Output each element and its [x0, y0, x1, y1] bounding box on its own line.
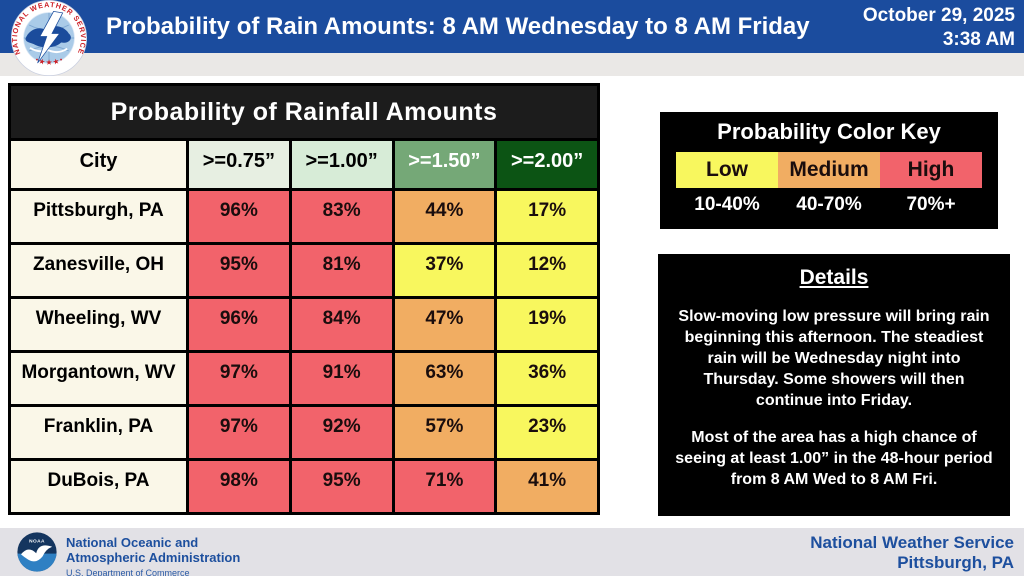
noaa-department: U.S. Department of Commerce: [66, 568, 190, 576]
color-key-ranges: 10-40% 40-70% 70%+: [676, 194, 982, 216]
city-cell: DuBois, PA: [11, 461, 186, 512]
noaa-logo-icon: NOAA: [17, 532, 57, 572]
probability-cell: 71%: [394, 461, 495, 512]
key-swatch-low: Low: [676, 152, 778, 188]
nws-logo-stars: • ★ ★ ★ •: [34, 56, 64, 66]
probability-cell: 19%: [497, 299, 597, 350]
probability-cell: 84%: [291, 299, 392, 350]
timestamp: October 29, 2025 3:38 AM: [863, 4, 1015, 52]
key-swatch-medium: Medium: [778, 152, 880, 188]
probability-cell: 17%: [497, 191, 597, 242]
color-key-title: Probability Color Key: [717, 119, 941, 144]
rainfall-table: City >=0.75” >=1.00” >=1.50” >=2.00” Pittsbur…: [11, 141, 597, 512]
header-divider: [0, 53, 1024, 76]
city-cell: Pittsburgh, PA: [11, 191, 186, 242]
rainfall-table-panel: Probability of Rainfall Amounts City >=0.…: [8, 83, 600, 515]
probability-cell: 57%: [394, 407, 495, 458]
probability-cell: 83%: [291, 191, 392, 242]
probability-cell: 37%: [394, 245, 495, 296]
footer-bar: NOAA National Oceanic and Atmospheric Ad…: [0, 528, 1024, 576]
city-cell: Wheeling, WV: [11, 299, 186, 350]
page-title: Probability of Rain Amounts: 8 AM Wednes…: [106, 13, 810, 40]
details-paragraph: Most of the area has a high chance of se…: [675, 429, 993, 488]
probability-cell: 91%: [291, 353, 392, 404]
city-cell: Morgantown, WV: [11, 353, 186, 404]
header-date: October 29, 2025: [862, 5, 1015, 26]
probability-cell: 12%: [497, 245, 597, 296]
probability-cell: 63%: [394, 353, 495, 404]
details-panel: Details Slow-moving low pressure will br…: [658, 254, 1010, 516]
header-time: 3:38 AM: [942, 29, 1015, 50]
key-swatch-high: High: [880, 152, 982, 188]
key-range-high: 70%+: [906, 194, 956, 215]
probability-cell: 23%: [497, 407, 597, 458]
svg-text:• ★ ★ ★ •: • ★ ★ ★ •: [34, 56, 64, 66]
details-paragraph: Slow-moving low pressure will bring rain…: [678, 308, 990, 409]
probability-cell: 95%: [189, 245, 289, 296]
city-cell: Zanesville, OH: [11, 245, 186, 296]
city-cell: Franklin, PA: [11, 407, 186, 458]
column-header-threshold: >=0.75”: [189, 141, 289, 188]
probability-cell: 96%: [189, 191, 289, 242]
probability-cell: 36%: [497, 353, 597, 404]
color-key-swatches: Low Medium High: [676, 152, 982, 188]
key-range-low: 10-40%: [694, 194, 760, 215]
probability-cell: 97%: [189, 407, 289, 458]
table-title: Probability of Rainfall Amounts: [11, 86, 597, 138]
office-line2: Pittsburgh, PA: [897, 553, 1014, 572]
details-title: Details: [799, 266, 869, 289]
details-text: Slow-moving low pressure will bring rain…: [668, 306, 1000, 490]
column-header-city: City: [11, 141, 186, 188]
probability-cell: 95%: [291, 461, 392, 512]
noaa-line2: Atmospheric Administration: [66, 550, 241, 565]
nws-logo-icon: NATIONAL WEATHER SERVICE • ★ ★ ★ •: [11, 0, 87, 76]
probability-cell: 97%: [189, 353, 289, 404]
header-bar: Probability of Rain Amounts: 8 AM Wednes…: [0, 0, 1024, 53]
probability-cell: 81%: [291, 245, 392, 296]
office-line1: National Weather Service: [810, 533, 1014, 552]
probability-cell: 41%: [497, 461, 597, 512]
color-key-panel: Probability Color Key Low Medium High 10-4…: [660, 112, 998, 229]
column-header-threshold: >=2.00”: [497, 141, 597, 188]
noaa-agency-text: National Oceanic and Atmospheric Adminis…: [66, 535, 240, 576]
noaa-logo-text: NOAA: [29, 538, 45, 544]
probability-cell: 98%: [189, 461, 289, 512]
probability-cell: 47%: [394, 299, 495, 350]
column-header-threshold: >=1.00”: [291, 141, 392, 188]
key-range-medium: 40-70%: [796, 194, 862, 215]
noaa-line1: National Oceanic and: [66, 535, 199, 550]
column-header-threshold: >=1.50”: [394, 141, 495, 188]
probability-cell: 44%: [394, 191, 495, 242]
probability-cell: 92%: [291, 407, 392, 458]
probability-cell: 96%: [189, 299, 289, 350]
wfo-office-text: National Weather Service Pittsburgh, PA: [810, 533, 1014, 573]
